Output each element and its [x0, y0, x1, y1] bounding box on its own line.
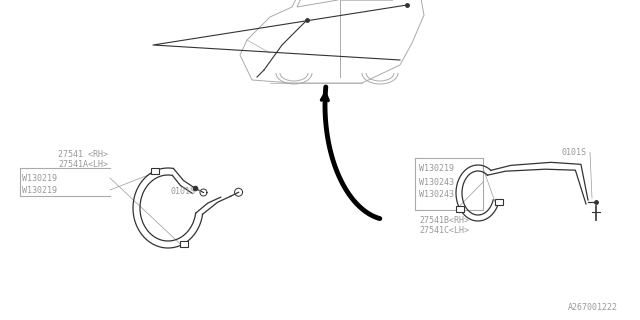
Text: W130243: W130243: [419, 178, 454, 187]
FancyBboxPatch shape: [456, 206, 464, 212]
FancyBboxPatch shape: [495, 199, 503, 205]
Text: 27541 <RH>: 27541 <RH>: [58, 149, 108, 158]
Text: 0101S: 0101S: [562, 148, 587, 157]
Text: W130243: W130243: [419, 189, 454, 198]
Text: W130219: W130219: [22, 186, 57, 195]
Text: 27541B<RH>: 27541B<RH>: [419, 215, 469, 225]
Text: A267001222: A267001222: [568, 303, 618, 313]
FancyBboxPatch shape: [180, 241, 188, 247]
Text: W130219: W130219: [419, 164, 454, 172]
Text: 27541C<LH>: 27541C<LH>: [419, 226, 469, 235]
Text: W130219: W130219: [22, 173, 57, 182]
Text: 0101S: 0101S: [170, 187, 195, 196]
FancyBboxPatch shape: [151, 168, 159, 174]
Text: 27541A<LH>: 27541A<LH>: [58, 159, 108, 169]
